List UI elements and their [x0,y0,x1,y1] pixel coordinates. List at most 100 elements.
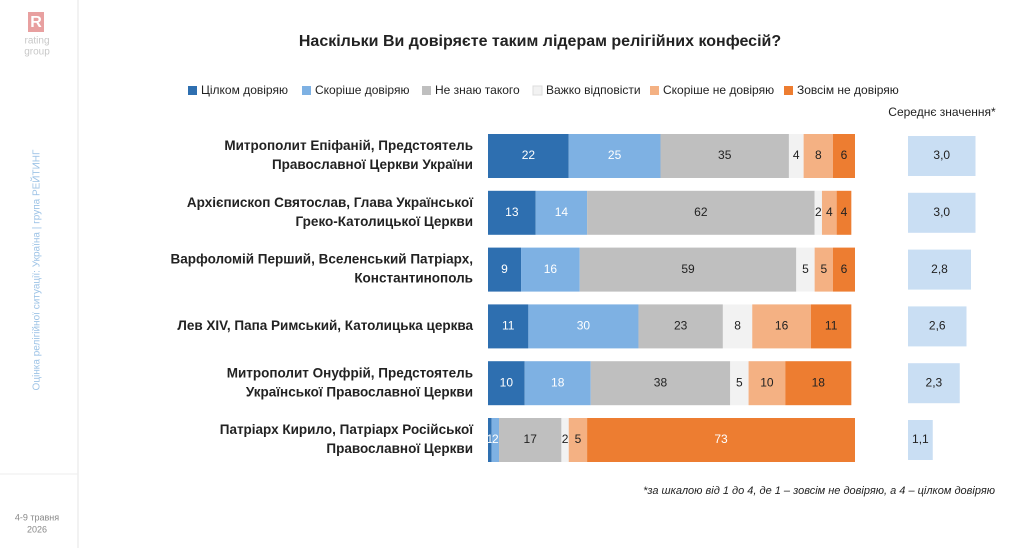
value-label: 10 [500,375,514,389]
bar-segment [832,134,855,178]
value-label: 17 [524,432,538,446]
mean-label: 2,3 [926,375,943,389]
mean-bar [908,136,976,176]
value-label: 10 [760,375,774,389]
value-label: 13 [505,205,519,219]
bar-segment [752,304,811,349]
value-label: 73 [714,432,728,446]
bar-segment [499,418,562,462]
value-label: 18 [812,375,826,389]
value-label: 2 [815,205,822,219]
bar-segment [748,361,786,406]
bar-segment [788,134,804,178]
value-label: 4 [793,148,800,162]
bar-segment [488,418,492,462]
bar-segment [638,304,723,349]
mean-bar [908,306,967,347]
date: 2026 [27,524,47,534]
bar-segment [796,247,815,292]
logo-text: rating [24,36,49,47]
value-label: 14 [555,205,569,219]
bar-segment [803,134,833,178]
value-label: 6 [841,262,848,276]
mean-label: 2,6 [929,319,946,333]
category-label: Лев XIV, Папа Римський, Католицька церкв… [177,318,473,333]
value-label: 5 [802,262,809,276]
bar-segment [488,247,522,292]
value-label: 16 [544,262,558,276]
bar-segment [590,361,731,406]
legend-label: Зовсім не довіряю [797,83,899,97]
value-label: 8 [734,319,741,333]
value-label: 30 [577,319,591,333]
mean-label: 2,8 [931,262,948,276]
legend-swatch [422,86,431,95]
category-label: Варфоломій Перший, Вселенський Патріарх, [170,252,473,267]
legend-label: Скоріше довіряю [315,83,409,97]
value-label: 1 [486,432,493,446]
category-label: Митрополит Онуфрій, Предстоятель [227,365,473,380]
legend-swatch [302,86,311,95]
bar-segment [587,418,855,462]
legend-swatch [188,86,197,95]
legend-label: Важко відповісти [546,83,641,97]
value-label: 5 [575,432,582,446]
value-label: 59 [681,262,695,276]
date: 4-9 травня [15,512,59,522]
value-label: 23 [674,319,688,333]
value-label: 4 [841,205,848,219]
logo-box [28,12,44,32]
mean-label: 1,1 [912,432,929,446]
legend-swatch [650,86,659,95]
bar-segment [832,247,855,292]
chart-title: Наскільки Ви довіряєте таким лідерам рел… [299,33,781,50]
category-label: Патріарх Кирило, Патріарх Російської [220,422,474,437]
value-label: 22 [522,148,536,162]
legend-label: Цілком довіряю [201,83,288,97]
value-label: 11 [825,319,838,333]
legend-label: Скоріше не довіряю [663,83,774,97]
logo-mark: R [30,14,42,31]
means-title: Середнє значення* [888,105,996,119]
value-label: 8 [815,148,822,162]
category-label: Константинополь [354,271,473,286]
value-label: 5 [820,262,827,276]
legend-swatch [532,85,543,96]
bar-segment [568,134,661,178]
bar-segment [488,304,529,349]
legend-swatch [784,86,793,95]
value-label: 6 [841,148,848,162]
mean-bar [908,249,971,290]
category-label: Православної Церкви України [272,157,473,172]
category-label: Православної Церкви [326,441,473,456]
bar-segment [488,190,536,235]
bar-segment [730,361,749,406]
mean-bar [908,192,976,233]
category-label: Митрополит Епіфаній, Предстоятель [224,138,473,153]
bar-segment [836,190,852,235]
mean-bar [908,363,960,404]
vertical-caption: Оцінка релігійної ситуації: Україна | гр… [30,149,43,390]
value-label: 2 [562,432,569,446]
value-label: 18 [551,375,565,389]
category-label: Греко-Католицької Церкви [296,214,473,229]
bar-segment [587,190,815,235]
bar-segment [579,247,797,292]
value-label: 9 [501,262,508,276]
bar-segment [491,418,500,462]
bar-segment [521,247,580,292]
bar-segment [722,304,753,349]
category-label: Архієпископ Святослав, Глава Української [187,195,474,210]
mean-label: 3,0 [933,205,950,219]
bar-segment [524,361,591,406]
value-label: 5 [736,375,743,389]
value-label: 11 [502,319,515,333]
legend-label: Не знаю такого [435,83,520,97]
value-label: 62 [694,205,708,219]
bar-segment [528,304,639,349]
bar-segment [488,134,569,178]
value-label: 4 [826,205,833,219]
bar-segment [561,418,569,462]
bar-segment [660,134,789,178]
